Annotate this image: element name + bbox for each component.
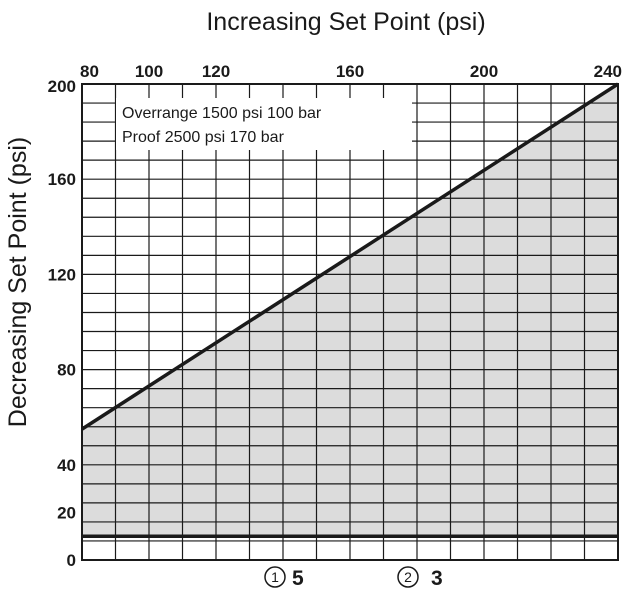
annotation-background (116, 98, 412, 150)
footnote-value-2: 3 (431, 567, 443, 590)
y-tick-label: 200 (48, 77, 76, 96)
y-tick-label: 80 (57, 361, 76, 380)
y-tick-label: 120 (48, 265, 76, 284)
plot-area (81, 82, 619, 561)
y-tick-label: 40 (57, 456, 76, 475)
x-tick-label: 200 (470, 62, 498, 81)
footnote-marker-1: 1 (271, 569, 279, 585)
annotation-overrange: Overrange 1500 psi 100 bar (122, 105, 322, 122)
x-tick-label: 100 (135, 62, 163, 81)
plot-frame (81, 83, 619, 561)
x-tick-label: 120 (202, 62, 230, 81)
x-tick-label: 80 (80, 62, 99, 81)
footnote-marker-2-circle (397, 566, 419, 588)
y-tick-label: 0 (67, 551, 76, 570)
footnote-marker-2: 2 (404, 569, 412, 585)
x-tick-label: 160 (336, 62, 364, 81)
series-line (81, 82, 619, 431)
footnote-marker-1-circle (264, 566, 286, 588)
footnote-2: 2 3 (397, 566, 443, 590)
x-axis-title: Increasing Set Point (psi) (206, 8, 485, 36)
grid (82, 84, 618, 560)
annotation-box: Overrange 1500 psi 100 bar Proof 2500 ps… (116, 98, 412, 150)
x-tick-label: 240 (594, 62, 622, 81)
footnote-value-1: 5 (292, 567, 304, 590)
x-tick-labels: 80 100 120 160 200 240 (80, 62, 622, 81)
y-axis-title: Decreasing Set Point (psi) (4, 137, 32, 427)
y-tick-label: 160 (48, 170, 76, 189)
footnote-1: 1 5 (264, 566, 304, 590)
annotation-proof: Proof 2500 psi 170 bar (122, 129, 285, 146)
y-tick-label: 20 (57, 503, 76, 522)
